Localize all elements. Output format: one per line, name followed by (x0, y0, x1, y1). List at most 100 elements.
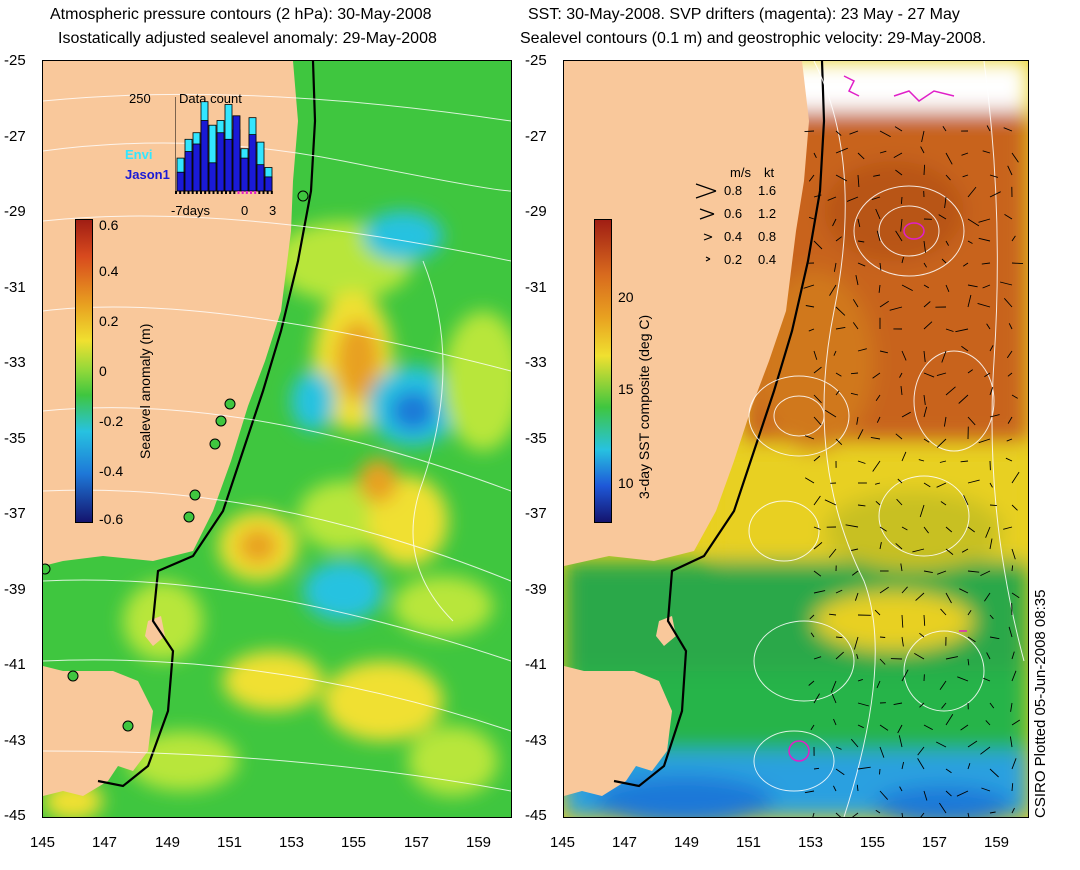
inset-xlabel-zero: 0 (241, 203, 249, 218)
velocity-arrow (857, 174, 860, 188)
velocity-arrow (879, 262, 882, 271)
lat-tick: -41 (525, 656, 547, 673)
velocity-arrow (803, 284, 815, 289)
velocity-arrow (923, 301, 931, 308)
velocity-arrow (835, 372, 842, 377)
inset-bar-jason1 (208, 162, 217, 192)
velocity-arrow (835, 812, 842, 817)
sealevel-tick-4: -0.2 (99, 413, 124, 429)
velocity-arrow (1011, 670, 1017, 682)
lat-tick: -29 (4, 203, 26, 220)
velocity-arrow (879, 526, 887, 532)
inset-x-tick (262, 191, 265, 194)
velocity-arrow (1008, 626, 1013, 638)
velocity-arrow (851, 548, 859, 551)
velocity-arrow (955, 328, 969, 333)
velocity-arrow (856, 784, 859, 792)
sealevel-tick-3: 0 (99, 363, 107, 379)
velocity-arrow (945, 790, 952, 797)
velocity-arrow (835, 147, 848, 154)
inset-x-tick (179, 191, 182, 194)
velocity-arrow (1011, 783, 1014, 792)
sst-tick-20: 20 (618, 289, 634, 305)
lat-tick: -29 (525, 203, 547, 220)
velocity-arrow (919, 702, 925, 708)
velocity-arrow (935, 741, 947, 748)
velocity-arrow (923, 438, 930, 443)
lat-tick: -33 (525, 354, 547, 371)
velocity-arrow (962, 262, 969, 267)
velocity-arrow (967, 740, 978, 748)
velocity-arrow (967, 294, 972, 308)
inset-x-tick (250, 191, 252, 194)
velocity-arrow (856, 653, 859, 660)
velocity-row-ms: 0.6 (724, 206, 743, 221)
velocity-arrow (804, 130, 815, 133)
velocity-arrow (978, 218, 991, 223)
velocity-arrow (1011, 504, 1018, 511)
velocity-arrow (923, 482, 931, 488)
velocity-arrow (1011, 471, 1020, 484)
lat-tick: -33 (4, 354, 26, 371)
velocity-arrow (980, 746, 991, 755)
velocity-arrow (899, 372, 903, 378)
velocity-arrow (989, 345, 994, 352)
sst-map (564, 61, 1028, 817)
sealevel-tick-5: -0.4 (99, 463, 124, 479)
tasmania-land (43, 666, 153, 796)
inset-x-tick (270, 191, 273, 194)
velocity-arrow (982, 284, 991, 289)
velocity-arrow (857, 152, 865, 160)
velocity-arrow (857, 702, 870, 707)
velocity-arrow (923, 164, 926, 176)
inset-x-tick (258, 191, 261, 194)
velocity-arrow (804, 435, 815, 440)
velocity-arrow (879, 790, 889, 800)
inset-title: Data count (179, 91, 242, 106)
velocity-row-kt: 1.2 (758, 206, 777, 221)
velocity-arrow (813, 240, 823, 250)
velocity-arrow (827, 196, 837, 201)
velocity-arrow (855, 275, 859, 286)
plot-credit: CSIRO Plotted 05-Jun-2008 08:35 (1032, 589, 1049, 818)
velocity-arrow (895, 543, 903, 550)
inset-x-tick (245, 191, 248, 194)
lon-tick: 157 (922, 834, 948, 851)
velocity-arrow (1011, 651, 1015, 660)
velocity-arrow (835, 589, 843, 594)
velocity-arrow (1011, 807, 1015, 814)
velocity-arrow (852, 812, 859, 817)
velocity-arrow (835, 746, 842, 750)
velocity-arrow (957, 676, 969, 682)
velocity-arrow (857, 429, 864, 440)
velocity-arrow (872, 372, 881, 379)
velocity-arrow (829, 613, 837, 616)
velocity-arrow (835, 174, 848, 182)
velocity-arrow (857, 504, 866, 507)
right-title-line1: SST: 30-May-2008. SVP drifters (magenta)… (528, 6, 960, 23)
sst-colorbar-label: 3-day SST composite (deg C) (636, 314, 652, 499)
velocity-arrow (1007, 416, 1013, 424)
velocity-arrow (923, 406, 928, 418)
velocity-arrow (967, 186, 977, 198)
velocity-arrow (850, 372, 859, 375)
velocity-arrow (945, 592, 952, 604)
velocity-arrow (938, 214, 947, 220)
velocity-arrow (832, 785, 837, 792)
velocity-arrow (879, 542, 882, 550)
velocity-arrow (956, 790, 969, 797)
velocity-arrow (832, 218, 837, 227)
velocity-arrow (889, 306, 903, 311)
data-count-inset: 250 Data count Envi Jason1 -7days 0 3 (123, 89, 283, 219)
velocity-arrow (960, 460, 969, 463)
inset-bar-jason1 (264, 176, 273, 192)
velocity-arrow (923, 614, 926, 626)
velocity-arrow (923, 321, 933, 330)
velocity-arrow (808, 216, 815, 220)
velocity-arrow (857, 348, 867, 352)
velocity-arrow (1011, 152, 1019, 163)
velocity-arrow (810, 724, 815, 731)
lat-tick: -25 (525, 52, 547, 69)
lon-tick: 159 (984, 834, 1010, 851)
lat-tick: -35 (525, 430, 547, 447)
